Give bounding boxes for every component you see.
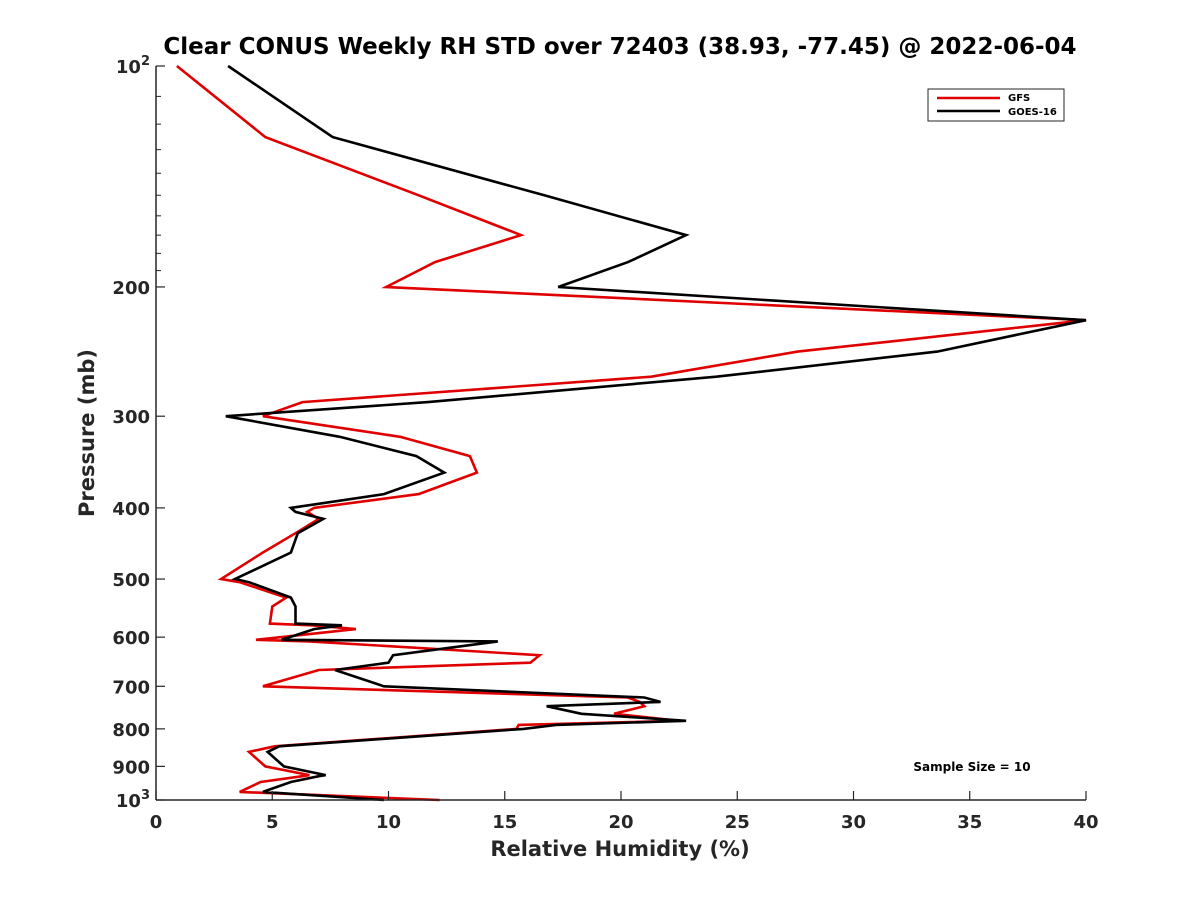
- y-tick-label: 500: [112, 570, 150, 591]
- y-tick-label: 102: [116, 54, 150, 78]
- y-axis-label: Pressure (mb): [75, 349, 99, 517]
- x-tick-label: 25: [725, 812, 750, 833]
- x-tick-label: 20: [608, 812, 633, 833]
- legend-label-gfs: GFS: [1008, 93, 1030, 104]
- y-tick-label: 800: [112, 720, 150, 741]
- x-tick-label: 15: [492, 812, 517, 833]
- y-tick-label: 400: [112, 499, 150, 520]
- y-tick-label: 103: [116, 788, 150, 812]
- legend-label-goes16: GOES-16: [1008, 107, 1057, 118]
- x-tick-label: 35: [957, 812, 982, 833]
- chart-title: Clear CONUS Weekly RH STD over 72403 (38…: [163, 34, 1076, 60]
- y-tick-label: 200: [112, 278, 150, 299]
- sample-size-annotation: Sample Size = 10: [913, 760, 1030, 774]
- plot-area: 0 5 10 15 20 25 30 35 40 102 200 300 400 500 600 700 80…: [112, 54, 1098, 833]
- y-tick-label: 700: [112, 677, 150, 698]
- y-tick-label: 300: [112, 407, 150, 428]
- x-tick-label: 30: [841, 812, 866, 833]
- x-axis-label: Relative Humidity (%): [490, 837, 749, 861]
- y-tick-label: 900: [112, 757, 150, 778]
- x-tick-label: 5: [266, 812, 279, 833]
- y-ticks: 102 200 300 400 500 600 700 800 900 103: [112, 54, 165, 812]
- legend-box: [927, 88, 1065, 122]
- x-tick-label: 10: [376, 812, 401, 833]
- x-ticks: 0 5 10 15 20 25 30 35 40: [150, 791, 1099, 833]
- y-tick-label: 600: [112, 628, 150, 649]
- legend: GFS GOES-16: [927, 88, 1065, 122]
- x-tick-label: 0: [150, 812, 163, 833]
- series-line-goes16: [225, 64, 1087, 802]
- series-layer: [176, 64, 1087, 802]
- x-tick-label: 40: [1073, 812, 1098, 833]
